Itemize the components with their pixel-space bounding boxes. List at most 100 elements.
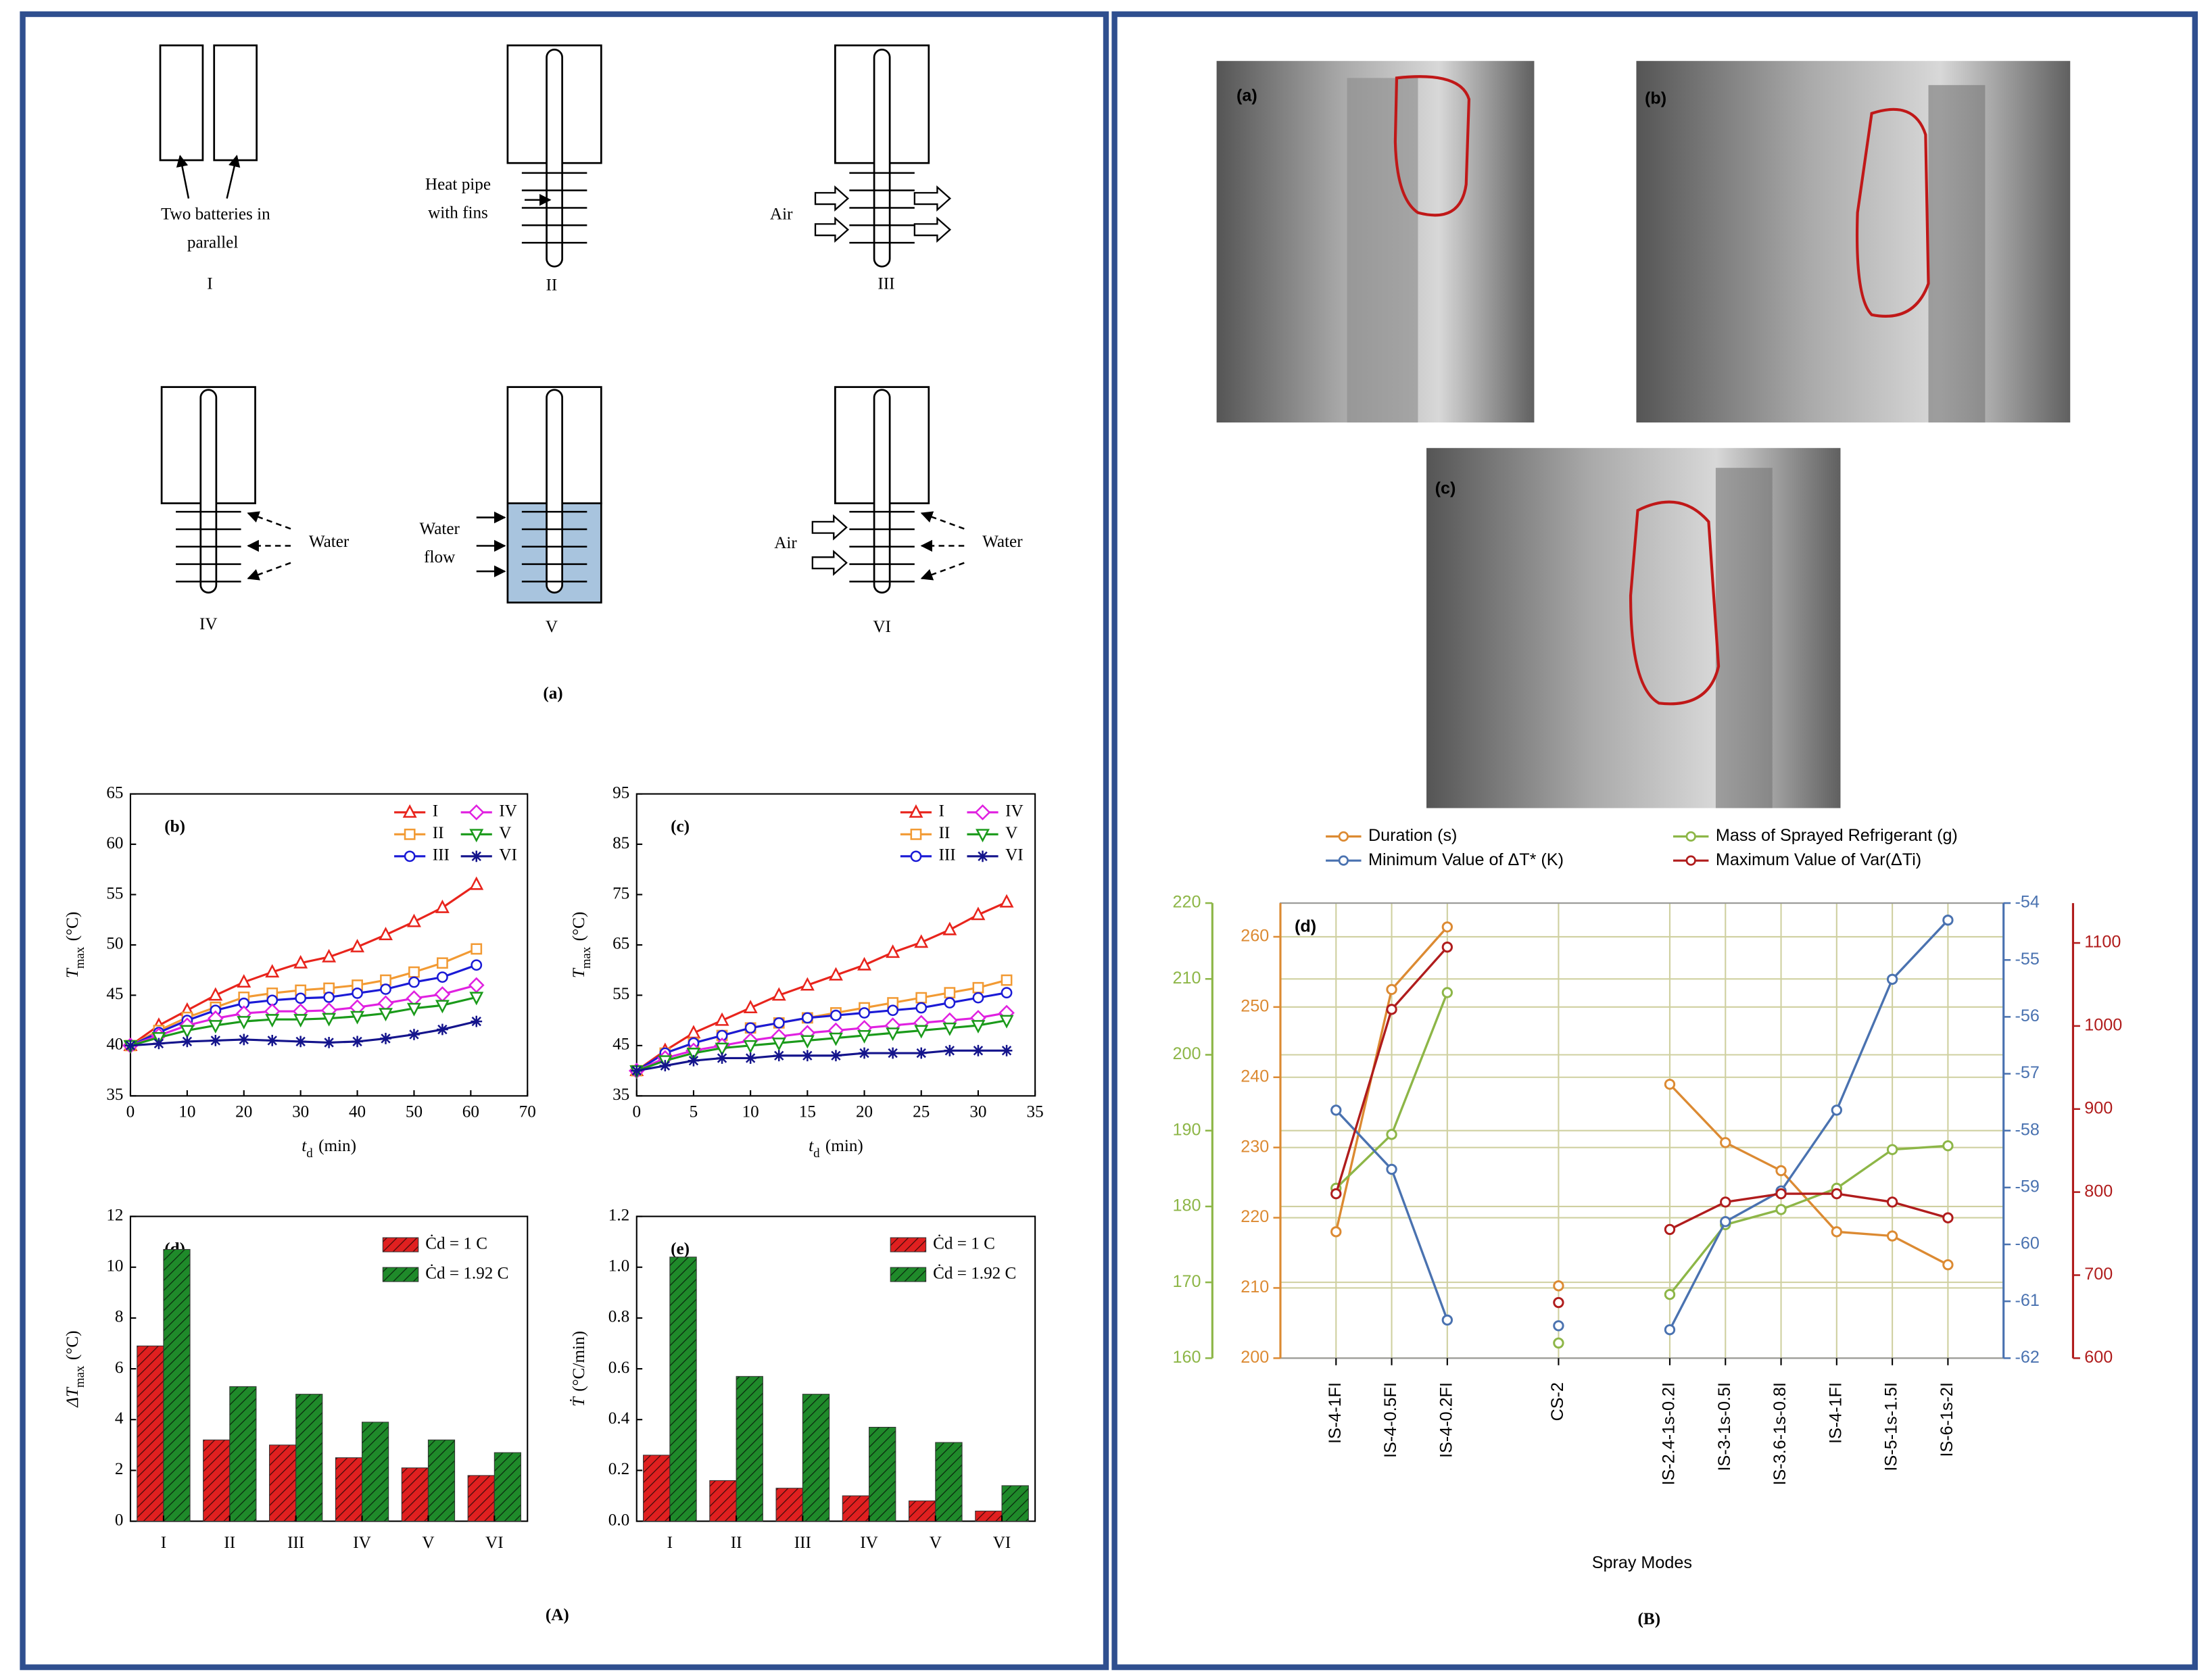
y-tick-label: 1000 [2084, 1016, 2122, 1035]
axis-label-part: (°C/min) [570, 1331, 588, 1392]
data-point [180, 1025, 195, 1039]
legend-marker [1685, 831, 1696, 842]
x-tick-label: 30 [969, 1102, 986, 1121]
diagram-text: Water [982, 533, 1023, 551]
y-tick-label: 4 [115, 1409, 124, 1428]
bar [709, 1480, 737, 1522]
diagram-text: V [546, 618, 558, 636]
data-point [1720, 1137, 1731, 1148]
data-point [437, 957, 448, 969]
axis-label-part: max [73, 1365, 87, 1388]
x-axis-label: Spray Modes [1592, 1553, 1692, 1572]
data-point [773, 1017, 785, 1029]
y-tick-label: 230 [1241, 1137, 1269, 1156]
heat-pipe [546, 389, 563, 594]
axis-label-part: d [306, 1146, 313, 1161]
series-line [636, 1019, 1007, 1072]
legend-marker [1685, 855, 1696, 866]
data-point [1441, 987, 1453, 998]
x-tick-label: 50 [406, 1102, 423, 1121]
bar [975, 1510, 1003, 1522]
y-tick-label: 2 [115, 1460, 124, 1478]
axis-label-part: (min) [318, 1137, 356, 1155]
x-tick-label: IS-4-0.5FI [1381, 1382, 1400, 1458]
data-point [237, 974, 251, 988]
y-tick-label: 75 [612, 884, 629, 902]
data-point [1553, 1337, 1564, 1349]
data-point [408, 976, 420, 988]
legend-label: III [433, 846, 450, 865]
x-tick-label: 40 [349, 1102, 366, 1121]
data-point [944, 1044, 956, 1056]
bar [295, 1394, 323, 1522]
data-point [887, 1047, 899, 1059]
panel-label: (A) [546, 1606, 569, 1624]
legend-marker [910, 828, 922, 840]
y-tick-label: 45 [612, 1036, 629, 1054]
axis-label-part: (°C) [570, 912, 588, 942]
data-point [435, 1000, 450, 1014]
legend-swatch [382, 1267, 419, 1282]
data-point [801, 1012, 813, 1024]
data-point [1441, 942, 1453, 953]
x-tick-label: 20 [856, 1102, 873, 1121]
data-point [238, 1033, 250, 1046]
bar [137, 1345, 164, 1522]
y-tick-label: 900 [2084, 1098, 2113, 1117]
y-tick-label: 85 [612, 834, 629, 852]
diagram-text: VI [873, 618, 891, 636]
diagram-line [247, 562, 291, 581]
diagram-text: III [877, 274, 894, 293]
panel-label: (B) [1638, 1610, 1661, 1628]
data-point [830, 1009, 842, 1021]
data-point [1553, 1296, 1564, 1309]
y-tick-label: 240 [1241, 1067, 1269, 1086]
y-tick-label: 55 [106, 884, 123, 902]
data-point [688, 1054, 700, 1067]
y-tick-label: 35 [106, 1086, 123, 1104]
data-point [972, 981, 984, 994]
axis-label-part: (°C) [64, 912, 82, 942]
chart-label: (c) [671, 818, 690, 836]
axis-label: Tmax (°C) [64, 912, 87, 978]
diagram-text: Water [419, 520, 460, 538]
x-tick-label: 30 [292, 1102, 309, 1121]
legend-label: Mass of Sprayed Refrigerant (g) [1716, 826, 1958, 845]
data-point [293, 1014, 308, 1028]
data-point [208, 1020, 223, 1034]
data-point [1664, 1288, 1676, 1300]
data-point [1775, 1188, 1787, 1200]
data-point [352, 1036, 363, 1048]
data-point [1720, 1216, 1731, 1227]
data-point [469, 992, 484, 1006]
bar [869, 1426, 896, 1522]
data-point [857, 956, 872, 971]
x-tick-label: V [930, 1534, 942, 1552]
data-point [1886, 1230, 1898, 1242]
axis-label-part: t [809, 1137, 814, 1155]
bar [935, 1442, 963, 1522]
photo-label: (a) [1236, 86, 1257, 105]
battery [159, 44, 204, 162]
y-tick-label: 260 [1241, 927, 1269, 946]
bar [163, 1248, 191, 1522]
legend-label: Ċd = 1.92 C [425, 1264, 508, 1282]
y-tick-label: -54 [2015, 893, 2039, 912]
bar [669, 1257, 697, 1522]
data-point [659, 1060, 671, 1072]
x-tick-label: V [422, 1534, 434, 1552]
bar [203, 1439, 231, 1522]
legend-swatch [382, 1237, 419, 1252]
y-tick-label: -61 [2015, 1291, 2039, 1310]
bar [229, 1386, 257, 1522]
data-point [914, 934, 929, 948]
y-tick-label: 40 [106, 1036, 123, 1054]
data-point [352, 988, 363, 999]
diagram-text: Heat pipe [425, 176, 491, 194]
y-tick-label: 800 [2084, 1182, 2113, 1200]
air-arrow [814, 216, 850, 243]
legend-label: III [939, 846, 956, 865]
axis-label-part: Ṫ [570, 1396, 588, 1407]
photo-detail [1347, 78, 1418, 423]
